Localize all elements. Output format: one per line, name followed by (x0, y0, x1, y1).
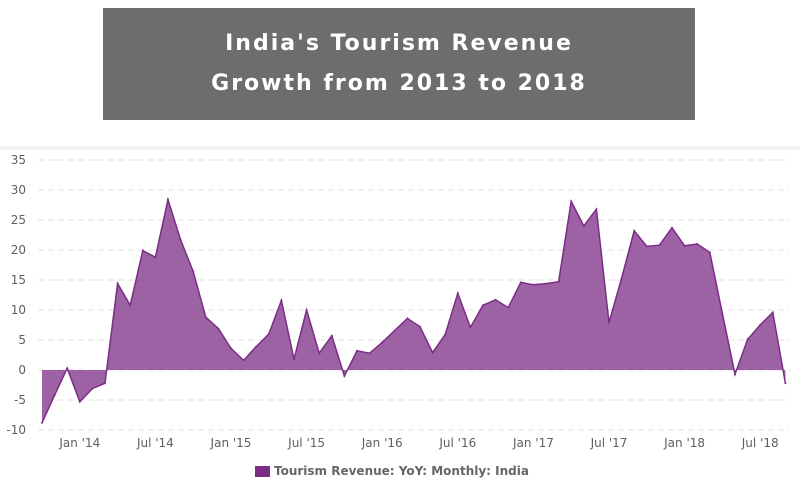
y-tick-label: -5 (14, 393, 26, 407)
data-point (419, 325, 421, 328)
data-point (91, 387, 94, 390)
data-point (368, 352, 371, 355)
data-point (192, 270, 195, 273)
data-point (230, 347, 232, 350)
y-tick-label: 20 (11, 243, 26, 257)
data-point (570, 200, 573, 203)
data-point (141, 249, 144, 252)
data-point (393, 329, 396, 332)
data-point (456, 292, 459, 295)
x-tick-label: Jan '18 (663, 436, 705, 450)
data-point (293, 358, 295, 361)
y-tick-label: 5 (18, 333, 26, 347)
x-tick-label: Jan '15 (210, 436, 252, 450)
y-tick-label: 30 (11, 183, 26, 197)
data-point (406, 317, 409, 320)
data-point (431, 351, 434, 354)
data-point (444, 333, 447, 336)
data-point (469, 326, 472, 329)
divider (0, 146, 800, 150)
area-fill (42, 199, 786, 423)
data-point (759, 324, 762, 326)
data-point (381, 341, 384, 344)
data-point (104, 382, 106, 385)
data-point (267, 333, 270, 335)
y-tick-label: 25 (11, 213, 26, 227)
data-point (343, 375, 346, 377)
x-tick-label: Jan '17 (512, 436, 554, 450)
data-point (683, 244, 686, 247)
data-point (318, 352, 321, 355)
y-tick-label: -10 (6, 423, 26, 437)
y-tick-label: 0 (18, 363, 26, 377)
x-tick-label: Jan '14 (58, 436, 100, 450)
title-banner: India's Tourism Revenue Growth from 2013… (103, 8, 695, 120)
data-point (545, 282, 547, 285)
chart-title: India's Tourism Revenue Growth from 2013… (211, 31, 587, 96)
data-point (41, 421, 43, 424)
data-point (482, 304, 484, 307)
data-point (507, 306, 510, 309)
data-point (330, 334, 333, 337)
legend-item[interactable]: Tourism Revenue: YoY: Monthly: India (255, 464, 529, 478)
data-point (608, 321, 610, 324)
data-point (217, 327, 220, 330)
data-point (746, 338, 749, 341)
data-point (129, 304, 132, 307)
data-point (582, 225, 585, 227)
data-point (784, 382, 787, 385)
data-point (78, 400, 81, 403)
data-point (494, 298, 497, 301)
x-tick-label: Jan '16 (361, 436, 403, 450)
data-point (305, 309, 308, 311)
data-point (242, 359, 245, 362)
data-point (179, 238, 182, 241)
data-point (53, 394, 56, 397)
data-point (734, 373, 736, 376)
data-point (671, 226, 673, 229)
data-point (721, 312, 724, 315)
y-tick-label: 35 (11, 153, 26, 167)
x-tick-label: Jul '16 (438, 436, 476, 450)
data-point (356, 349, 358, 352)
data-point (532, 283, 535, 286)
data-point (280, 299, 283, 302)
y-tick-label: 10 (11, 303, 26, 317)
data-point (204, 316, 207, 319)
legend-label: Tourism Revenue: YoY: Monthly: India (274, 464, 529, 478)
x-tick-label: Jul '18 (741, 436, 779, 450)
data-point (645, 245, 648, 248)
data-point (66, 367, 69, 370)
data-point (255, 345, 258, 348)
data-point (116, 282, 119, 285)
legend-swatch (255, 465, 270, 477)
data-point (595, 208, 598, 211)
data-point (557, 280, 560, 283)
data-point (696, 243, 699, 245)
data-point (620, 277, 623, 280)
x-tick-label: Jul '14 (136, 436, 174, 450)
data-point (633, 229, 636, 232)
data-point (154, 256, 157, 259)
data-point (771, 311, 774, 314)
data-point (167, 198, 169, 201)
data-point (708, 251, 711, 254)
x-tick-label: Jul '15 (287, 436, 325, 450)
series-line (41, 196, 787, 424)
data-point (519, 281, 522, 284)
y-tick-label: 15 (11, 273, 26, 287)
data-point (658, 244, 661, 247)
x-tick-label: Jul '17 (590, 436, 628, 450)
